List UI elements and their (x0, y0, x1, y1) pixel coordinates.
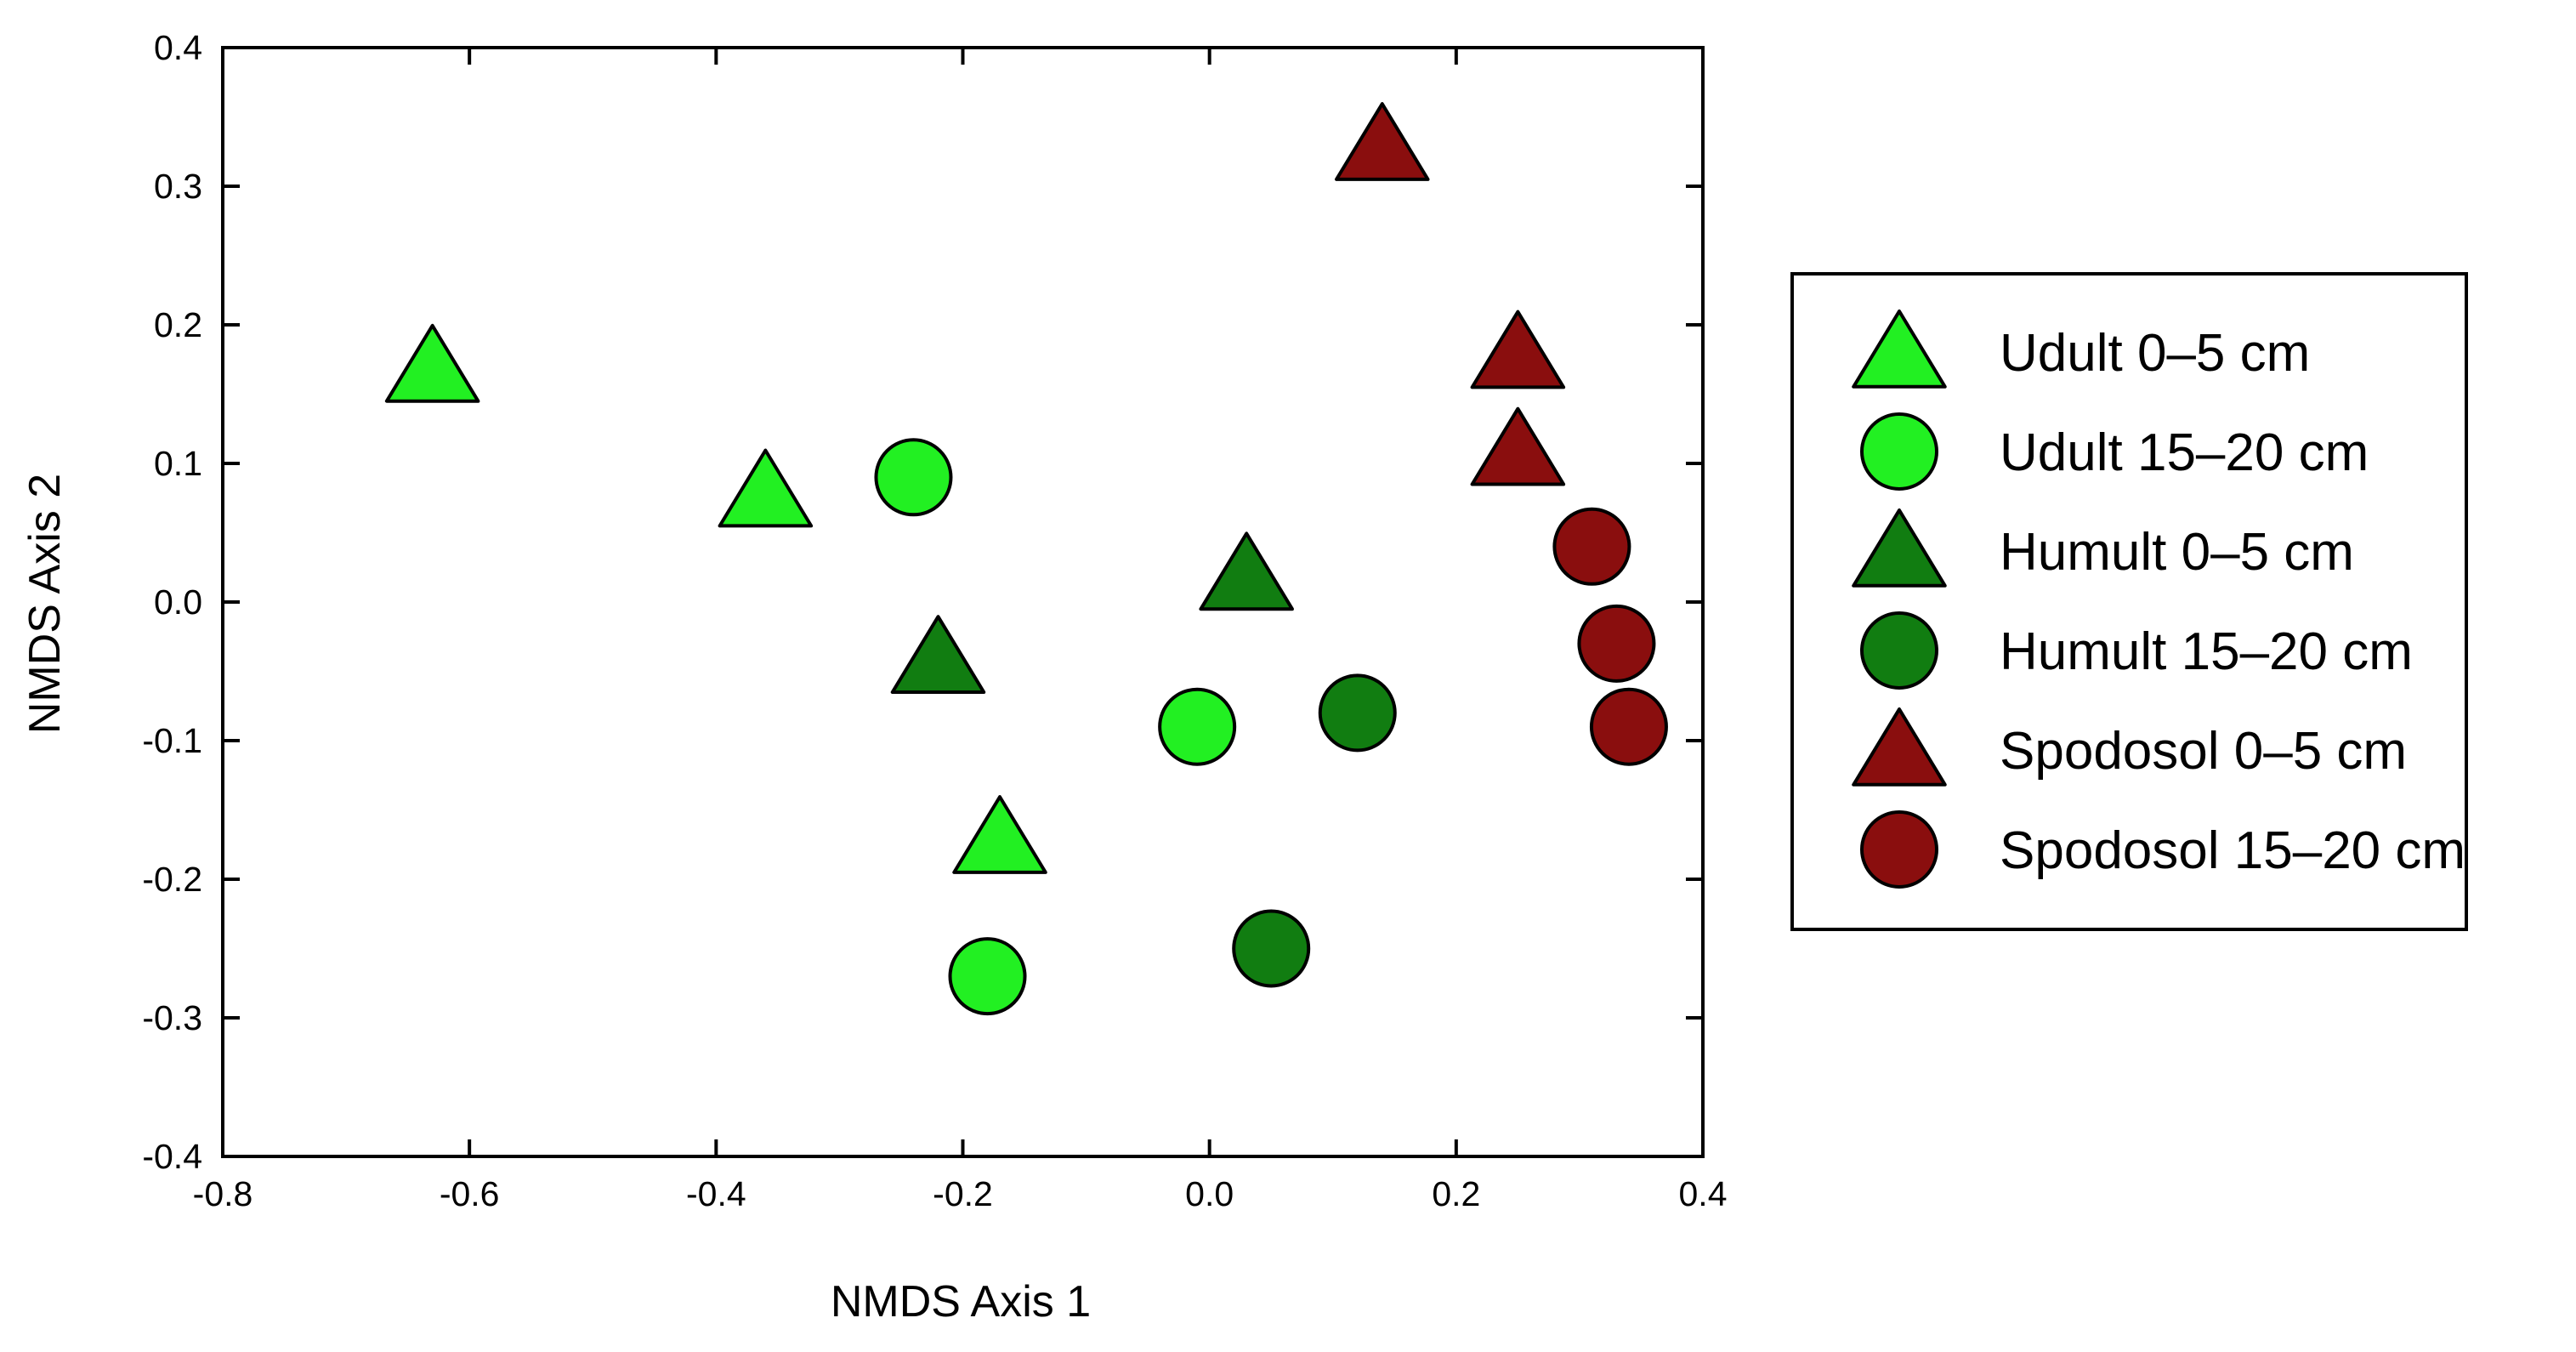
x-tick-label: -0.6 (440, 1174, 500, 1213)
data-point-triangle (952, 795, 1047, 874)
data-point-circle (1232, 909, 1311, 988)
y-tick-label: -0.2 (142, 860, 202, 899)
legend-marker-triangle (1852, 310, 1947, 389)
legend-marker-triangle (1852, 707, 1947, 787)
legend-marker-circle (1860, 412, 1938, 491)
legend-label: Spodosol 0–5 cm (2000, 722, 2407, 781)
y-tick-label: 0.3 (154, 167, 202, 206)
x-tick-label: 0.0 (1185, 1174, 1234, 1213)
data-point-circle (1552, 507, 1631, 586)
legend-label: Spodosol 15–20 cm (2000, 821, 2465, 880)
y-tick-label: -0.3 (142, 998, 202, 1037)
legend-label: Udult 0–5 cm (2000, 324, 2310, 383)
y-tick-label: 0.1 (154, 444, 202, 483)
x-axis-title: NMDS Axis 1 (831, 1277, 1091, 1326)
legend-marker-circle (1860, 810, 1938, 889)
y-tick-label: -0.4 (142, 1137, 202, 1176)
data-point-triangle (1470, 406, 1566, 486)
legend-marker-triangle (1852, 508, 1947, 588)
legend-label: Humult 0–5 cm (2000, 523, 2354, 582)
x-tick-label: -0.4 (686, 1174, 746, 1213)
legend-label: Udult 15–20 cm (2000, 423, 2369, 482)
legend-label: Humult 15–20 cm (2000, 622, 2413, 681)
y-tick-label: 0.0 (154, 582, 202, 622)
data-point-circle (1158, 687, 1237, 766)
y-tick-label: 0.4 (154, 28, 202, 67)
x-tick-label: -0.8 (193, 1174, 253, 1213)
legend-marker-circle (1860, 611, 1938, 690)
y-tick-label: -0.1 (142, 721, 202, 760)
data-point-triangle (1335, 102, 1430, 181)
data-point-triangle (384, 323, 480, 403)
data-point-triangle (1199, 531, 1294, 611)
data-point-circle (1589, 687, 1668, 766)
y-tick-label: 0.2 (154, 305, 202, 344)
y-axis-title: NMDS Axis 2 (20, 474, 70, 734)
data-point-circle (948, 937, 1027, 1016)
x-tick-label: -0.2 (933, 1174, 993, 1213)
x-tick-label: 0.4 (1679, 1174, 1728, 1213)
data-point-circle (1577, 604, 1656, 683)
x-tick-label: 0.2 (1432, 1174, 1480, 1213)
plot-area: -0.8 -0.6 -0.4 -0.2 0.0 0.2 0.4 0.4 0.3 0.2 0.1 0.0… (142, 28, 1727, 1213)
data-point-triangle (890, 615, 986, 694)
data-point-triangle (718, 448, 814, 528)
data-point-circle (1318, 673, 1397, 753)
data-point-circle (874, 438, 953, 517)
legend: Udult 0–5 cm Udult 15–20 cm Humult 0–5 cm H… (1790, 272, 2468, 931)
data-point-triangle (1470, 310, 1566, 389)
